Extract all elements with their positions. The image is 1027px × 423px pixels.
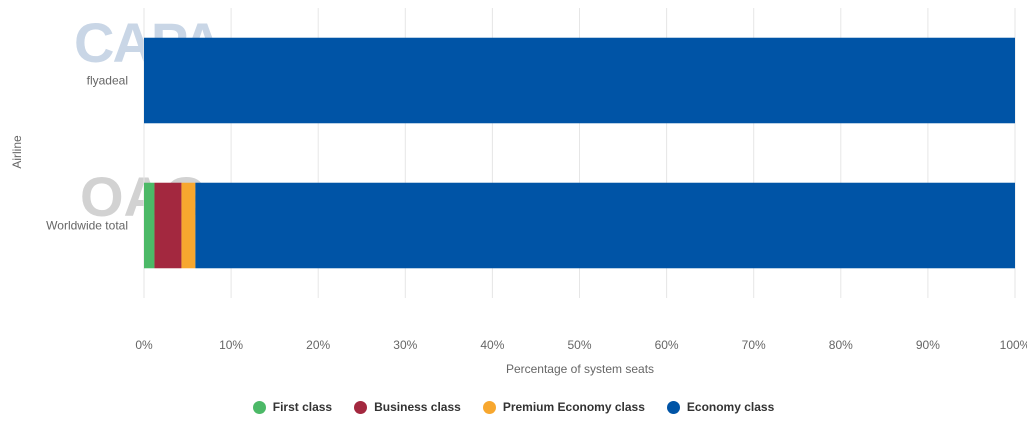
legend: First class Business class Premium Economy… [0, 396, 1027, 418]
legend-item[interactable]: Business class [354, 400, 461, 414]
legend-item[interactable]: Premium Economy class [482, 400, 645, 414]
x-axis-tick-labels: 0% 10% 20% 30% 40% 50% 60% 70% 80% 90% 100% [135, 338, 1027, 352]
legend-marker [482, 400, 496, 414]
legend-label: Premium Economy class [502, 400, 645, 414]
legend-marker [252, 400, 266, 414]
y-axis-title: Airline [10, 135, 24, 169]
x-tick-label: 0% [135, 338, 153, 352]
y-tick-label: Worldwide total [46, 219, 128, 233]
legend-label: Economy class [686, 400, 775, 414]
bars [144, 37, 1015, 269]
x-tick-label: 10% [219, 338, 243, 352]
x-tick-label: 90% [916, 338, 940, 352]
x-tick-label: 100% [1000, 338, 1027, 352]
x-tick-label: 40% [480, 338, 504, 352]
legend-marker [354, 400, 368, 414]
x-axis-title: Percentage of system seats [506, 362, 654, 376]
x-tick-label: 60% [655, 338, 679, 352]
bar-segment [144, 37, 1015, 124]
x-tick-label: 30% [393, 338, 417, 352]
x-tick-label: 20% [306, 338, 330, 352]
legend-label: Business class [374, 400, 461, 414]
x-tick-label: 70% [742, 338, 766, 352]
legend-marker [666, 400, 680, 414]
x-tick-label: 50% [567, 338, 591, 352]
bar-segment [144, 182, 155, 269]
bar-segment [154, 182, 182, 269]
y-tick-label: flyadeal [87, 74, 128, 88]
legend-item[interactable]: First class [252, 400, 333, 414]
legend-item[interactable]: Economy class [666, 400, 775, 414]
bar-segment [195, 182, 1015, 269]
x-tick-label: 80% [829, 338, 853, 352]
y-axis-labels: flyadeal Worldwide total [46, 74, 128, 233]
bar-segment [181, 182, 196, 269]
legend-label: First class [272, 400, 333, 414]
